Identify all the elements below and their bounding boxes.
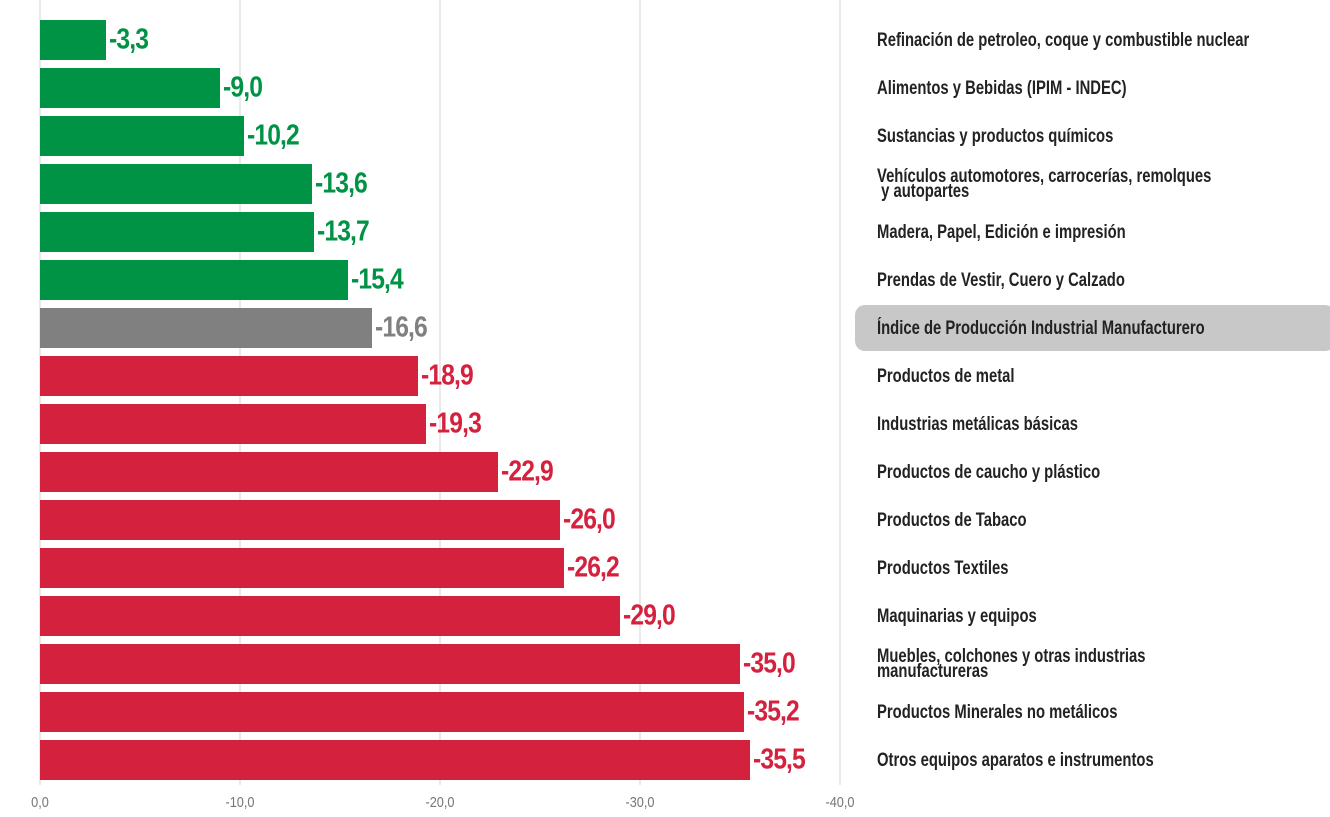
x-tick-label: -20,0 — [425, 793, 454, 810]
bar — [40, 308, 372, 348]
bar — [40, 260, 348, 300]
value-label: -16,6 — [375, 311, 427, 343]
category-label: Productos Textiles — [877, 557, 1009, 579]
x-tick-label: -10,0 — [225, 793, 254, 810]
bar — [40, 596, 620, 636]
value-label: -29,0 — [623, 599, 675, 631]
x-tick-label: -40,0 — [825, 793, 854, 810]
value-label: -13,7 — [317, 215, 369, 247]
highlight-box — [855, 305, 1330, 351]
category-label: Prendas de Vestir, Cuero y Calzado — [877, 269, 1125, 291]
category-label: Productos de caucho y plástico — [877, 461, 1101, 483]
value-label: -26,0 — [563, 503, 615, 535]
bar — [40, 500, 560, 540]
x-tick-label: -30,0 — [625, 793, 654, 810]
value-label: -35,2 — [747, 695, 799, 727]
category-label: Productos de Tabaco — [877, 509, 1027, 531]
bar — [40, 164, 312, 204]
value-label: -35,0 — [743, 647, 795, 679]
bar — [40, 68, 220, 108]
value-label: -9,0 — [223, 71, 262, 103]
value-label: -10,2 — [247, 119, 299, 151]
category-label: Madera, Papel, Edición e impresión — [877, 221, 1126, 243]
category-label: Sustancias y productos químicos — [877, 125, 1114, 147]
bar — [40, 116, 244, 156]
category-label: Refinación de petroleo, coque y combusti… — [877, 29, 1250, 51]
category-label: Maquinarias y equipos — [877, 605, 1037, 627]
x-tick-label: 0,0 — [31, 793, 49, 810]
category-label: Industrias metálicas básicas — [877, 413, 1078, 435]
category-label: Muebles, colchones y otras industrias ma… — [877, 646, 1146, 682]
bar — [40, 356, 418, 396]
value-label: -19,3 — [429, 407, 481, 439]
bar — [40, 404, 426, 444]
category-label: Alimentos y Bebidas (IPIM - INDEC) — [877, 77, 1127, 99]
value-label: -13,6 — [315, 167, 367, 199]
value-label: -35,5 — [753, 743, 806, 775]
category-label: Otros equipos aparatos e instrumentos — [877, 749, 1154, 771]
bar — [40, 212, 314, 252]
value-label: -3,3 — [109, 23, 148, 55]
value-label: -18,9 — [421, 359, 473, 391]
category-label: Productos de metal — [877, 365, 1015, 387]
bar — [40, 644, 740, 684]
value-label: -15,4 — [351, 263, 404, 295]
bar — [40, 692, 744, 732]
category-label: Productos Minerales no metálicos — [877, 701, 1118, 723]
bar — [40, 452, 498, 492]
bar — [40, 740, 750, 780]
category-label: Vehículos automotores, carrocerías, remo… — [877, 166, 1212, 202]
bar — [40, 20, 106, 60]
value-label: -26,2 — [567, 551, 619, 583]
category-label: Índice de Producción Industrial Manufact… — [877, 317, 1205, 339]
value-label: -22,9 — [501, 455, 553, 487]
bar — [40, 548, 564, 588]
